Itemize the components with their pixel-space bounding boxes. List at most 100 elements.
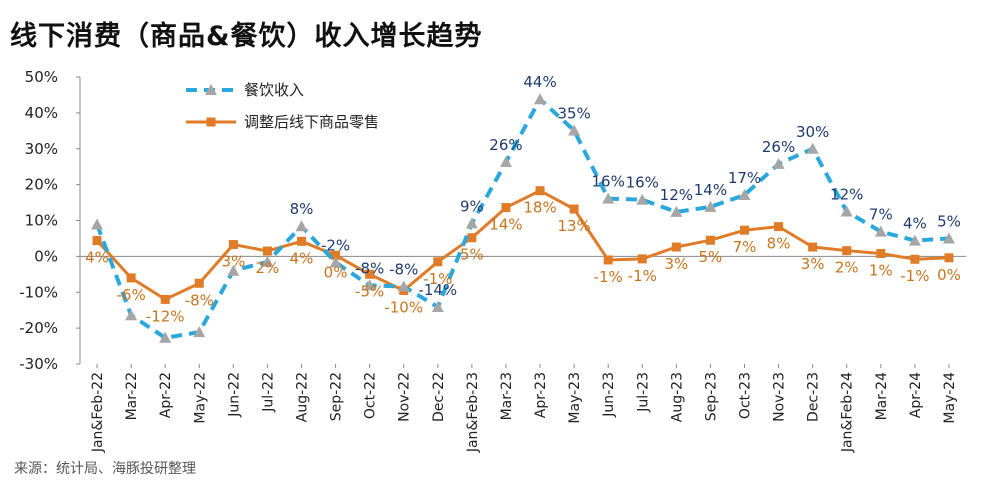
dining-data-label: 12%: [830, 186, 863, 204]
dining-point-marker: [329, 256, 342, 268]
goods-data-label: 3%: [221, 253, 245, 271]
goods-point-marker: [228, 240, 238, 250]
chart-title: 线下消费（商品&餐饮）收入增长趋势: [10, 21, 483, 52]
dining-point-marker: [363, 279, 376, 291]
x-tick-label: Jul-22: [260, 372, 276, 413]
x-tick-label: Mar-23: [499, 372, 515, 420]
goods-data-label: 2%: [256, 259, 280, 277]
goods-point-marker: [944, 253, 954, 263]
dining-point-marker: [772, 157, 785, 169]
dining-point-marker: [295, 220, 308, 232]
y-tick-label: -20%: [19, 319, 58, 337]
x-tick-label: Sep-22: [329, 372, 345, 421]
series-line-goods: [95, 189, 950, 301]
goods-data-label: 14%: [489, 216, 522, 234]
goods-data-label: 1%: [869, 262, 893, 280]
x-tick-label: Jun-23: [601, 372, 617, 418]
dining-point-marker: [602, 192, 615, 204]
dining-point-marker: [670, 205, 683, 217]
goods-data-label: -6%: [117, 286, 146, 304]
dining-data-label: 44%: [523, 73, 556, 91]
dining-data-label: -8%: [355, 259, 384, 277]
y-tick-label: 30%: [25, 140, 58, 158]
dining-data-label: 7%: [869, 206, 893, 224]
goods-point-marker: [603, 255, 613, 265]
dining-data-label: 5%: [937, 212, 961, 230]
goods-point-marker: [433, 257, 443, 267]
goods-data-label: -12%: [146, 307, 185, 325]
y-tick-label: 10%: [25, 212, 58, 230]
dining-data-label: 30%: [796, 123, 829, 141]
y-tick-label: 0%: [34, 247, 58, 265]
dining-point-marker: [942, 232, 955, 244]
x-tick-label: Jun-22: [226, 372, 242, 418]
dining-data-label: 26%: [489, 136, 522, 154]
goods-data-label: -5%: [355, 282, 384, 300]
y-tick-label: -10%: [19, 283, 58, 301]
goods-point-marker: [262, 246, 272, 256]
dining-data-label: 9%: [460, 197, 484, 215]
goods-data-label: 18%: [523, 199, 556, 217]
y-tick-label: 20%: [25, 176, 58, 194]
goods-data-label: -1%: [594, 268, 623, 286]
dining-point-marker: [125, 309, 138, 321]
dining-data-label: -14%: [418, 281, 457, 299]
x-tick-label: Mar-22: [124, 372, 140, 420]
goods-point-marker: [194, 278, 204, 288]
x-tick-label: May-23: [567, 372, 583, 424]
dining-point-marker: [704, 200, 717, 212]
y-tick-label: 50%: [25, 68, 58, 86]
x-tick-label: Aug-22: [295, 372, 311, 422]
dining-point-marker: [465, 217, 478, 229]
dining-data-label: 4%: [903, 215, 927, 233]
dining-point-marker: [874, 225, 887, 237]
dining-point-marker: [159, 331, 172, 343]
x-tick-label: May-24: [942, 372, 958, 424]
dining-point-marker: [738, 189, 751, 201]
goods-data-label: 13%: [557, 217, 590, 235]
goods-point-marker: [876, 249, 886, 259]
dining-point-marker: [534, 93, 547, 105]
goods-data-label: -8%: [185, 291, 214, 309]
x-tick-label: Nov-22: [397, 372, 413, 422]
goods-point-marker: [808, 242, 818, 252]
goods-point-marker: [637, 254, 647, 264]
x-tick-label: Dec-22: [431, 372, 447, 422]
goods-data-label: 5%: [699, 248, 723, 266]
goods-point-marker: [501, 203, 511, 213]
legend-marker-goods: [206, 117, 216, 127]
goods-point-marker: [740, 225, 749, 235]
legend-label-dining: 餐饮收入: [244, 81, 304, 99]
x-tick-label: Apr-23: [533, 372, 549, 418]
goods-point-marker: [842, 246, 852, 256]
goods-point-marker: [92, 236, 102, 246]
dining-data-label: 35%: [557, 104, 590, 122]
x-tick-label: Aug-23: [669, 372, 685, 422]
dining-data-label: -2%: [321, 236, 350, 254]
series-line-dining: [95, 97, 950, 340]
goods-point-marker: [671, 242, 681, 252]
goods-point-marker: [331, 250, 341, 260]
dining-point-marker: [568, 124, 581, 136]
dining-point-marker: [431, 300, 444, 312]
dining-point-marker: [91, 218, 104, 230]
dining-point-marker: [840, 205, 853, 217]
dining-point-marker: [261, 255, 274, 267]
x-tick-label: Sep-23: [703, 372, 719, 421]
goods-point-marker: [910, 254, 920, 264]
legend-marker-dining: [205, 84, 217, 95]
legend-label-goods: 调整后线下商品零售: [244, 113, 379, 131]
y-tick-label: 40%: [25, 104, 58, 122]
x-tick-label: Apr-24: [908, 372, 924, 418]
chart-series-layer: [91, 93, 955, 343]
goods-point-marker: [774, 222, 784, 232]
dining-data-label: 16%: [592, 173, 625, 191]
x-tick-label: Jan&Feb-23: [465, 372, 481, 453]
goods-data-label: 4%: [290, 249, 314, 267]
dining-data-label: -8%: [389, 261, 418, 279]
dining-point-marker: [193, 326, 206, 338]
x-tick-label: Jan&Feb-22: [90, 372, 106, 453]
dining-point-marker: [636, 193, 649, 205]
x-tick-label: Dec-23: [806, 372, 822, 422]
goods-point-marker: [467, 233, 477, 243]
